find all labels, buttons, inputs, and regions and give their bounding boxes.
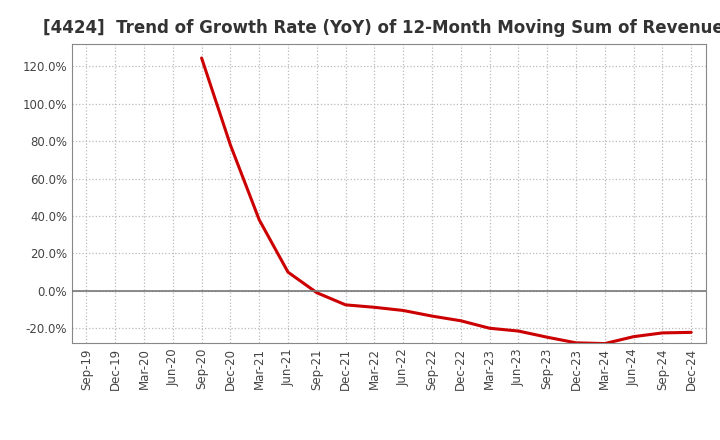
- Title: [4424]  Trend of Growth Rate (YoY) of 12-Month Moving Sum of Revenues: [4424] Trend of Growth Rate (YoY) of 12-…: [43, 19, 720, 37]
